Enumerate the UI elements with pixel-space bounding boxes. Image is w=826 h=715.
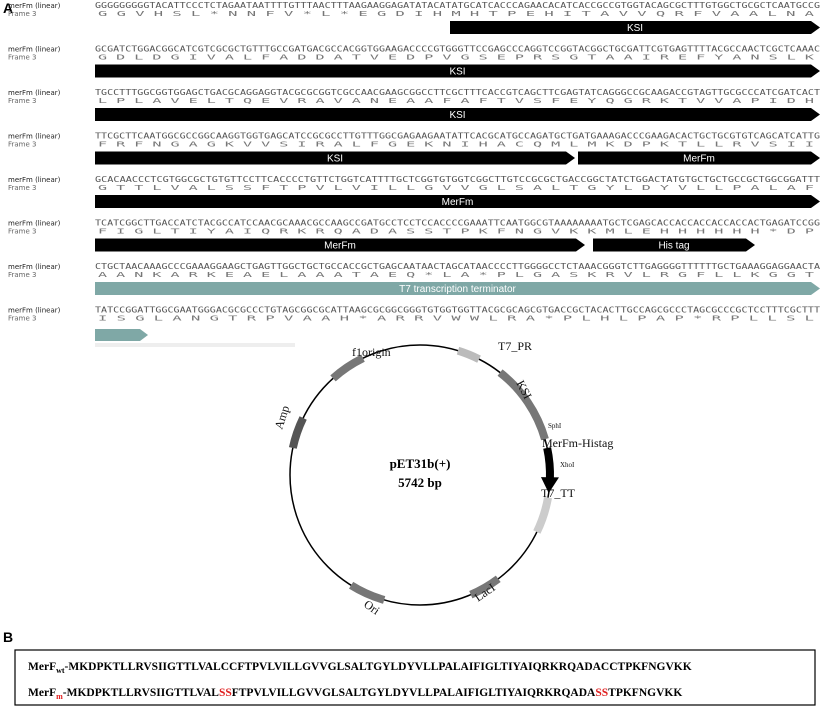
frame-label: Frame 3 — [8, 271, 37, 279]
protein-sequence-line: MerFwt-MKDPKTLLRVSIIGTTLVALCCFTPVLVILLGV… — [28, 661, 692, 675]
protein-name: MerF — [28, 661, 56, 673]
frame-label: Frame 3 — [8, 228, 37, 236]
sequence-name: merFm (linear) — [8, 133, 61, 141]
feature-arrow — [450, 21, 820, 34]
dna-sequence: TTCGCTTCAATGGCGCCGGCAAGGTGGTGAGCATCCGCGC… — [95, 132, 820, 141]
plasmid-label: KSI — [513, 378, 534, 402]
protein-sequence: L P L A V E L T Q E V R A V A N E A A F … — [98, 97, 814, 105]
plasmid-feature — [330, 354, 365, 382]
feature-arrow — [593, 238, 755, 252]
plasmid-label: MerFm-Histag — [542, 436, 613, 450]
dna-sequence: TATCCGGATTGGCGAATGGGACGCGCCCTGTAGCGGCGCA… — [95, 306, 820, 315]
sequence-box — [14, 649, 816, 706]
sequence-segment: -MKDPKTLLRVSIIGTTLVALCCFTPVLVILLGVVGLSAL… — [65, 661, 692, 673]
fade — [95, 343, 295, 347]
sequence-segment: SS — [219, 687, 232, 699]
frame-label: Frame 3 — [8, 184, 37, 192]
frame-label: Frame 3 — [8, 10, 37, 18]
plasmid-feature — [497, 369, 549, 441]
plasmid-feature — [543, 447, 554, 480]
feature-label: KSI — [449, 67, 465, 78]
feature-label: MerFm — [442, 197, 474, 208]
plasmid-label: SphI — [548, 422, 562, 430]
sequence-segment: TPKFNGVKK — [608, 687, 682, 699]
plasmid-label: T7_TT — [541, 486, 576, 500]
dna-sequence: TCATCGGCTTGACCATCTACGCCATCCAACGCAAACGCCA… — [95, 219, 820, 228]
sequence-name: merFm (linear) — [8, 46, 61, 54]
feature-arrow — [95, 195, 820, 208]
dna-sequence: CTGCTAACAAAGCCCGAAAGGAAGCTGAGTTGGCTGCTGC… — [95, 262, 820, 271]
panel-label: A — [3, 0, 13, 16]
plasmid-feature — [469, 575, 501, 599]
protein-sequence: G D L D G I V A L F A D D A T V E D P V … — [98, 54, 816, 62]
protein-sequence: G T T L V A L S S F T P V L V I L L G V … — [98, 184, 814, 192]
plasmid-label: XhoI — [560, 461, 575, 469]
sequence-name: merFm (linear) — [8, 176, 61, 184]
plasmid-feature — [288, 416, 307, 449]
feature-arrow — [95, 282, 820, 295]
protein-name: MerF — [28, 687, 56, 699]
frame-label: Frame 3 — [8, 141, 37, 149]
dna-sequence: GCACAACCCTCGTGGCGCTGTGTTCCTTCACCCCTGTTCT… — [95, 175, 820, 184]
feature-arrow — [95, 238, 585, 252]
feature-label: KSI — [627, 23, 643, 34]
feature-arrow — [578, 151, 820, 165]
feature-arrow — [95, 151, 575, 165]
plasmid-label: Amp — [272, 404, 293, 431]
sequence-name: merFm (linear) — [8, 2, 61, 10]
sequence-name: merFm (linear) — [8, 220, 61, 228]
feature-label: T7 transcription terminator — [399, 284, 516, 295]
sequence-segment: FTPVLVILLGVVGLSALTGYLDYVLLPALAIFIGLTIYAI… — [232, 687, 596, 699]
protein-subscript: m — [56, 692, 63, 701]
plasmid-label: f1origin — [352, 345, 391, 359]
sequence-name: merFm (linear) — [8, 263, 61, 271]
frame-label: Frame 3 — [8, 54, 37, 62]
feature-label: KSI — [327, 154, 343, 165]
sequence-name: merFm (linear) — [8, 89, 61, 97]
protein-sequence: F I G L T I Y A I Q R K R Q A D A S S T … — [98, 228, 814, 236]
dna-sequence: GCGATCTGGACGGCATCGTCGCGCTGTTTGCCGATGACGC… — [95, 45, 820, 54]
frame-label: Frame 3 — [8, 97, 37, 105]
feature-label: MerFm — [683, 154, 715, 165]
dna-sequence: GGGGGGGGGTACATTCCCTCTAGAATAATTTTGTTTAACT… — [95, 1, 820, 10]
feature-arrow — [95, 108, 820, 121]
plasmid-label: T7_PR — [498, 339, 532, 353]
sequence-name: merFm (linear) — [8, 307, 61, 315]
protein-sequence: I S G L A N G T R P V A A H * A R R V W … — [98, 315, 814, 323]
plasmid-feature — [533, 496, 552, 534]
protein-sequence: F R F N G A G K V V S I R A L F G E K N … — [98, 141, 814, 149]
plasmid-feature — [456, 346, 481, 363]
feature-arrow — [95, 64, 820, 78]
feature-label: KSI — [449, 110, 465, 121]
frame-label: Frame 3 — [8, 315, 37, 323]
protein-subscript: wt — [56, 666, 65, 675]
protein-sequence-line: MerFm-MKDPKTLLRVSIIGTTLVALSSFTPVLVILLGVV… — [28, 687, 682, 701]
plasmid-feature — [348, 581, 386, 604]
feature-arrow — [95, 329, 148, 341]
plasmid-name: pET31b(+) — [390, 456, 451, 471]
panel-label: B — [3, 629, 13, 645]
plasmid-arrowhead — [540, 477, 559, 494]
feature-label: His tag — [658, 241, 689, 252]
protein-sequence: A A N K A R K E A E L A A A T A E Q * L … — [98, 271, 816, 279]
feature-label: MerFm — [324, 241, 356, 252]
dna-sequence: TGCCTTTGGCGGTGGAGCTGACGCAGGAGGTACGCGCGGT… — [95, 88, 820, 97]
sequence-segment: -MKDPKTLLRVSIIGTTLVAL — [63, 687, 219, 699]
plasmid-size: 5742 bp — [398, 475, 442, 490]
sequence-segment: SS — [595, 687, 608, 699]
protein-sequence: G G V H S L * N N F V * L * E G D I H M … — [98, 10, 816, 18]
